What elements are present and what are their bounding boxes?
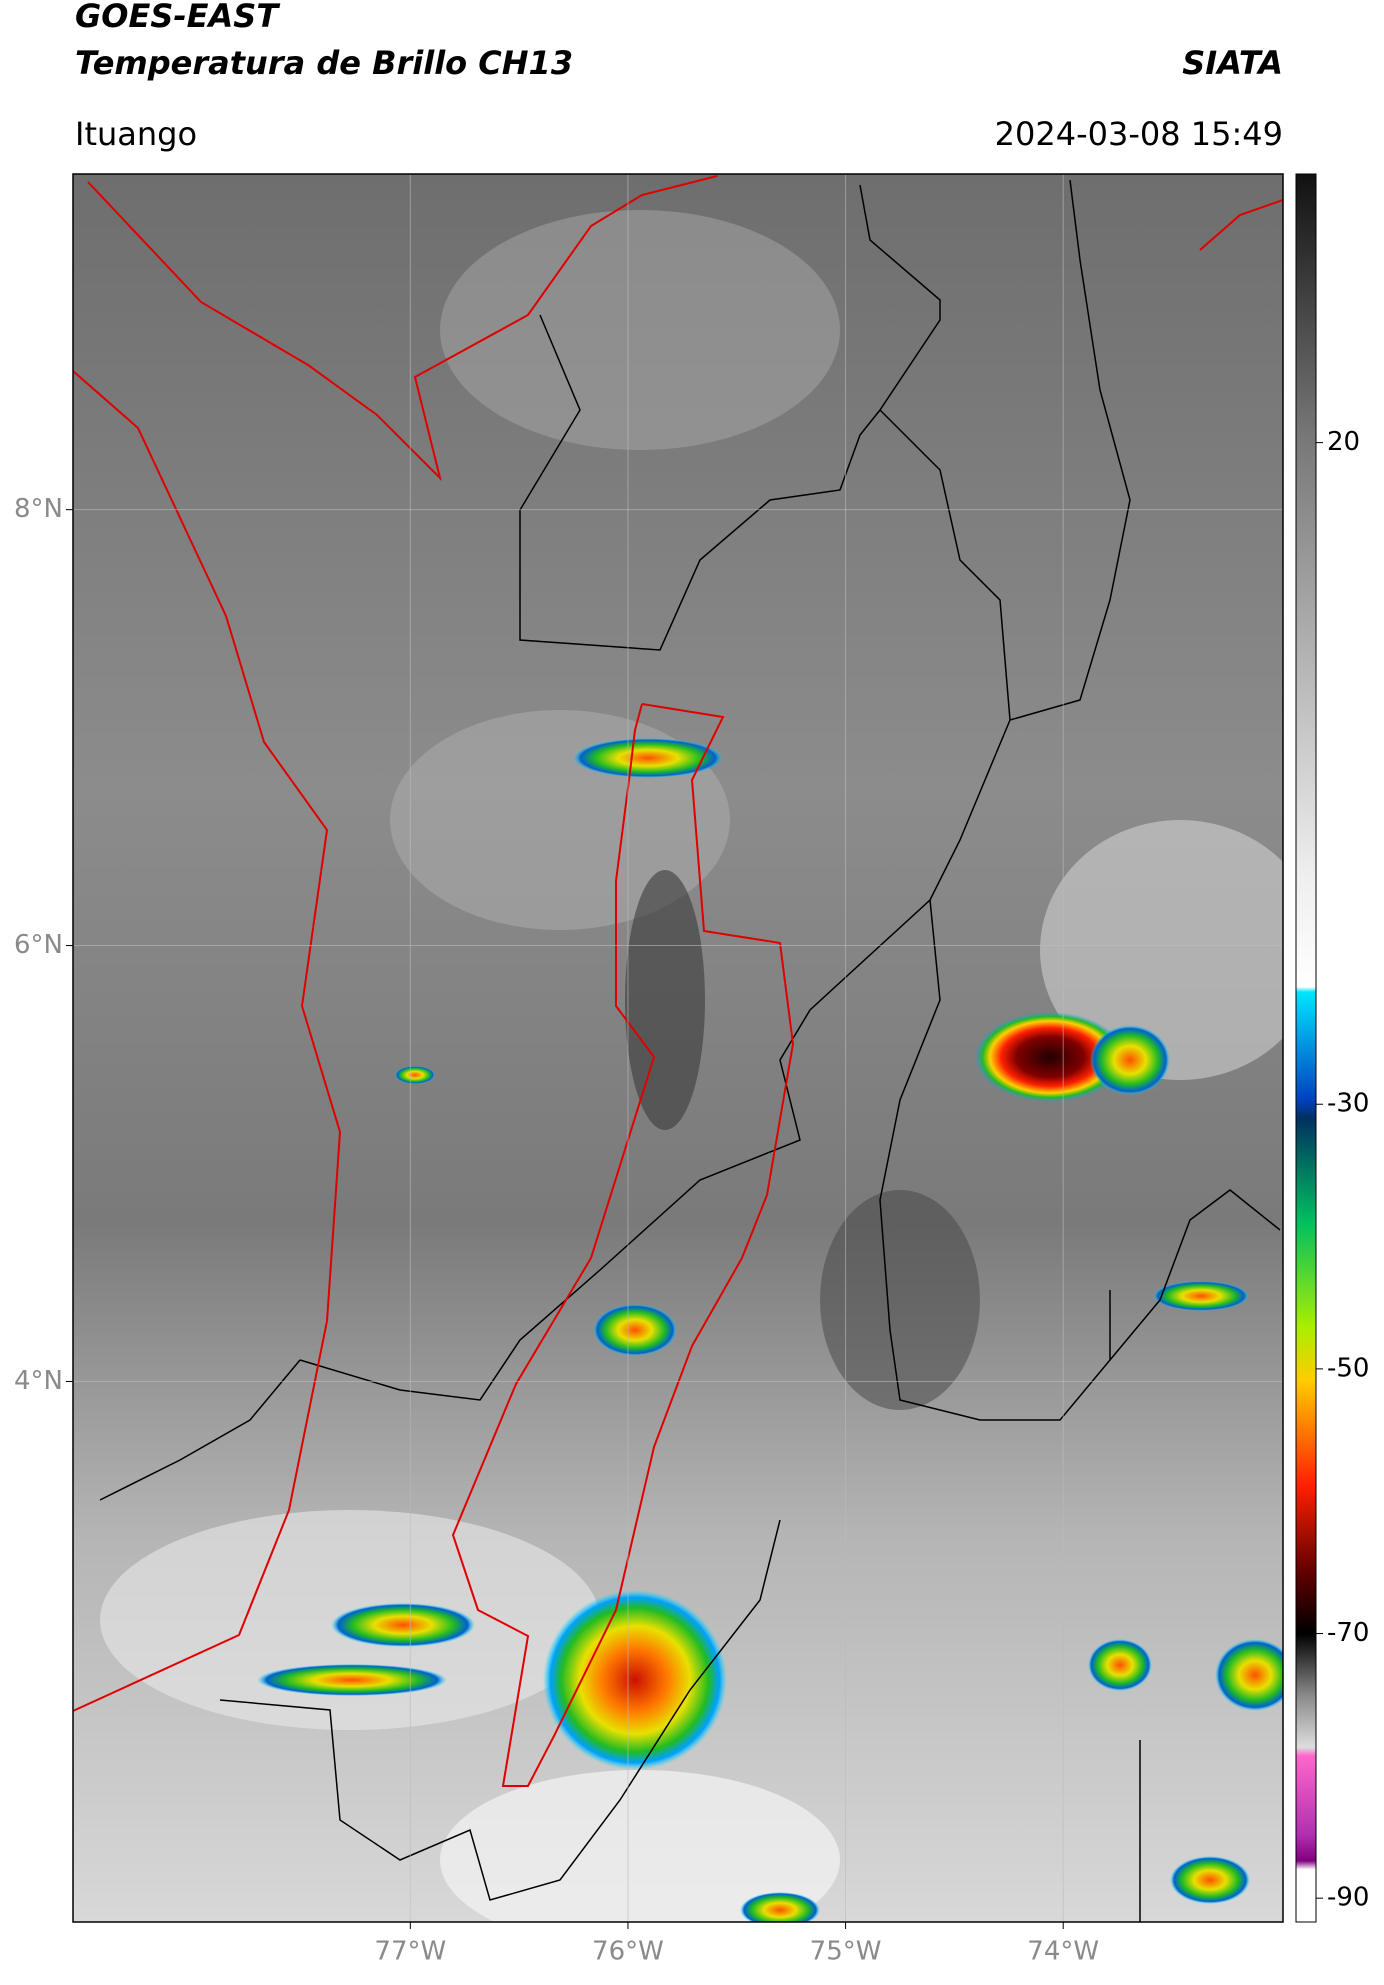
colorbar-tick-label: 20: [1327, 427, 1360, 457]
border: [299, 719, 1011, 1401]
convective-cell: [257, 1664, 447, 1696]
convective-cell: [975, 1012, 1125, 1102]
border: [219, 1519, 781, 1901]
colorbar-tick-label: -90: [1327, 1883, 1369, 1913]
convective-cell: [395, 1066, 435, 1084]
cloud: [625, 870, 705, 1130]
title: GOES-EAST: [75, 0, 280, 35]
cloud: [440, 210, 840, 450]
colorbar-tick-label: -50: [1327, 1353, 1369, 1383]
coastline: [1199, 199, 1283, 251]
convective-cell: [543, 1590, 727, 1770]
border: [519, 184, 941, 651]
source: SIATA: [1182, 44, 1283, 82]
department-border: [451, 703, 795, 1787]
cloud: [1040, 820, 1283, 1080]
convective-cell: [331, 1603, 475, 1647]
region: Ituango: [75, 115, 197, 153]
cloud: [440, 1770, 840, 1922]
map-frame: [72, 173, 1284, 1923]
colorbar-tick-label: -70: [1327, 1618, 1369, 1648]
convective-cell: [1215, 1639, 1283, 1711]
border: [879, 899, 1111, 1421]
convective-cell: [740, 1892, 820, 1922]
border: [99, 1359, 301, 1501]
convective-cell: [1090, 1025, 1170, 1095]
y-tick-label: 8°N: [14, 494, 63, 524]
y-tick-label: 4°N: [14, 1366, 63, 1396]
borders: [99, 179, 1281, 1922]
colorbar-tick-label: -30: [1327, 1089, 1369, 1119]
border: [879, 179, 1131, 721]
colorbar: [1295, 173, 1317, 1923]
datetime: 2024-03-08 15:49: [995, 115, 1283, 153]
border: [1109, 1189, 1281, 1361]
coastline: [73, 370, 342, 1712]
convective-cell: [573, 738, 723, 778]
y-tick-label: 6°N: [14, 930, 63, 960]
convective-cell: [1088, 1639, 1152, 1691]
convective-cell: [1170, 1856, 1250, 1904]
convective-cell: [593, 1304, 677, 1356]
x-tick-label: 75°W: [810, 1937, 882, 1967]
x-tick-label: 74°W: [1027, 1937, 1099, 1967]
coastline: [87, 175, 718, 482]
satellite-image: [73, 174, 1283, 1922]
x-tick-label: 77°W: [374, 1937, 446, 1967]
subtitle: Temperatura de Brillo CH13: [75, 44, 573, 82]
convective-cell: [1153, 1281, 1249, 1311]
grid: [73, 174, 1283, 1922]
coastline-and-department: [73, 175, 1283, 1787]
x-tick-label: 76°W: [592, 1937, 664, 1967]
cloud: [820, 1190, 980, 1410]
